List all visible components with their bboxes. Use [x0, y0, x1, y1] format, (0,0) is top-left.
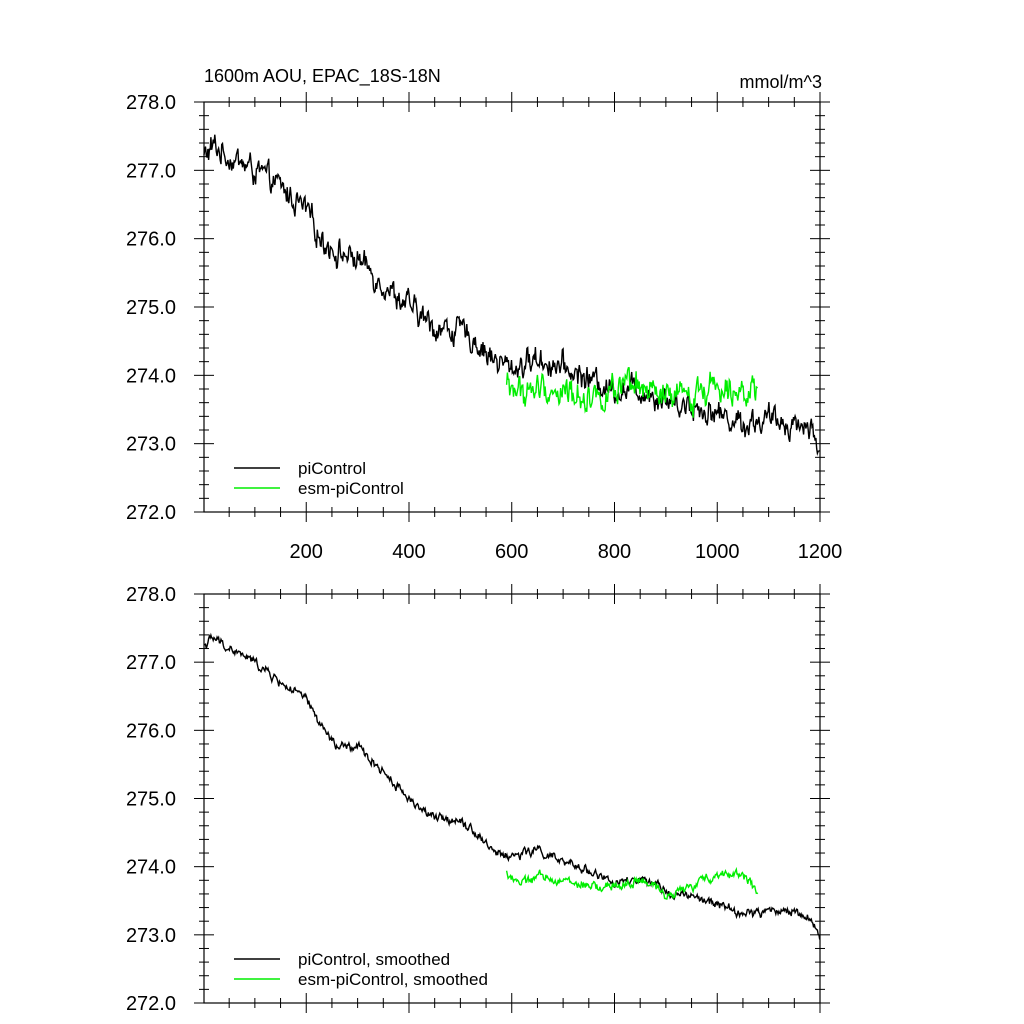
- series-line: [203, 632, 821, 940]
- y-tick-label: 276.0: [126, 229, 176, 251]
- y-tick-label: 278.0: [126, 584, 176, 606]
- y-tick-label: 275.0: [126, 789, 176, 811]
- units-label: mmol/m^3: [740, 72, 822, 92]
- x-tick-label: 600: [495, 541, 528, 563]
- x-tick-label: 1000: [695, 541, 740, 563]
- legend-label: piControl: [298, 459, 366, 478]
- y-tick-label: 277.0: [126, 652, 176, 674]
- x-tick-label: 200: [290, 541, 323, 563]
- x-tick-label: 800: [598, 541, 631, 563]
- bottom-chart-panel: 272.0 273.0 274.0 275.0 276.0 277.0 278.0 piCon…: [126, 584, 830, 1015]
- x-tick-label: 400: [392, 541, 425, 563]
- y-tick-label: 272.0: [126, 993, 176, 1015]
- plot-frame: [203, 101, 821, 513]
- y-tick-label: 276.0: [126, 720, 176, 742]
- x-tick-label: 1200: [798, 541, 843, 563]
- series-line: [505, 367, 758, 418]
- plot-frame: [203, 593, 821, 1004]
- y-tick-label: 273.0: [126, 434, 176, 456]
- top-chart-panel: 1600m AOU, EPAC_18S-18N mmol/m^3 272.0 27…: [126, 66, 842, 563]
- y-tick-label: 272.0: [126, 502, 176, 524]
- legend-label: esm-piControl: [298, 479, 404, 498]
- y-tick-label: 274.0: [126, 365, 176, 387]
- y-tick-label: 277.0: [126, 160, 176, 182]
- legend-label: piControl, smoothed: [298, 950, 450, 969]
- series-line: [505, 866, 759, 900]
- legend-label: esm-piControl, smoothed: [298, 970, 488, 989]
- y-tick-label: 274.0: [126, 857, 176, 879]
- y-tick-label: 273.0: [126, 925, 176, 947]
- y-tick-label: 278.0: [126, 92, 176, 114]
- series-line: [203, 134, 820, 456]
- chart-title: 1600m AOU, EPAC_18S-18N: [204, 66, 441, 87]
- y-tick-label: 275.0: [126, 297, 176, 319]
